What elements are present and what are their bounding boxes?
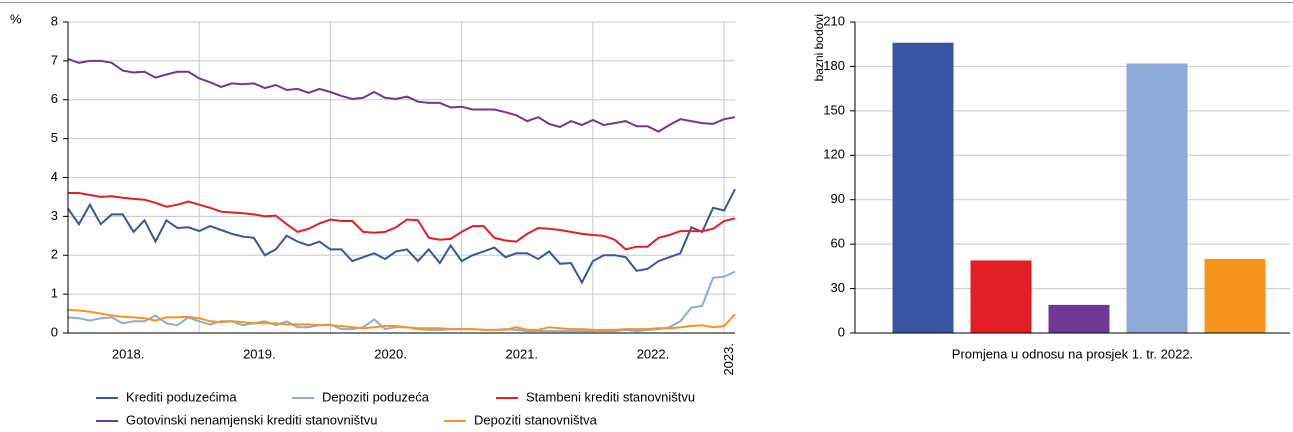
legend-label: Krediti poduzećima xyxy=(126,389,237,404)
y-tick-label: 5 xyxy=(51,130,58,145)
y-tick-label: 2 xyxy=(51,247,58,262)
y-tick-label: 60 xyxy=(831,236,845,251)
y-tick-label: 90 xyxy=(831,191,845,206)
legend-label: Depoziti stanovništva xyxy=(474,412,598,427)
bar xyxy=(1204,258,1266,333)
x-tick-label: 2019. xyxy=(243,346,276,361)
series-line xyxy=(67,57,736,133)
y-axis-label: bazni bodovi xyxy=(812,14,826,81)
y-tick-label: 7 xyxy=(51,52,58,67)
bar xyxy=(1126,63,1188,333)
y-tick-label: 150 xyxy=(823,102,845,117)
bar xyxy=(892,42,954,333)
y-tick-label: 0 xyxy=(51,324,58,339)
y-tick-label: 6 xyxy=(51,91,58,106)
x-axis-label: Promjena u odnosu na prosjek 1. tr. 2022… xyxy=(952,346,1193,361)
legend-label: Gotovinski nenamjenski krediti stanovniš… xyxy=(126,412,377,427)
x-tick-label: 2018. xyxy=(112,346,145,361)
x-tick-label: 2020. xyxy=(374,346,407,361)
y-axis-label: % xyxy=(10,11,22,26)
series-line xyxy=(68,192,736,251)
y-tick-label: 210 xyxy=(823,13,845,28)
series-line xyxy=(67,188,736,285)
x-tick-label: 2023. xyxy=(721,343,736,376)
y-tick-label: 120 xyxy=(823,147,845,162)
y-tick-label: 180 xyxy=(823,58,845,73)
series-line xyxy=(67,270,736,333)
x-tick-label: 2022. xyxy=(637,346,670,361)
legend-label: Depoziti poduzeća xyxy=(322,389,430,404)
bar xyxy=(1048,304,1110,333)
y-tick-label: 3 xyxy=(51,208,58,223)
y-tick-label: 0 xyxy=(838,324,845,339)
bar xyxy=(970,260,1032,333)
y-tick-label: 1 xyxy=(51,286,58,301)
y-tick-label: 4 xyxy=(51,169,58,184)
y-tick-label: 30 xyxy=(831,280,845,295)
x-tick-label: 2021. xyxy=(506,346,539,361)
series-line xyxy=(67,308,736,331)
y-tick-label: 8 xyxy=(51,13,58,28)
legend-label: Stambeni krediti stanovništvu xyxy=(526,389,695,404)
